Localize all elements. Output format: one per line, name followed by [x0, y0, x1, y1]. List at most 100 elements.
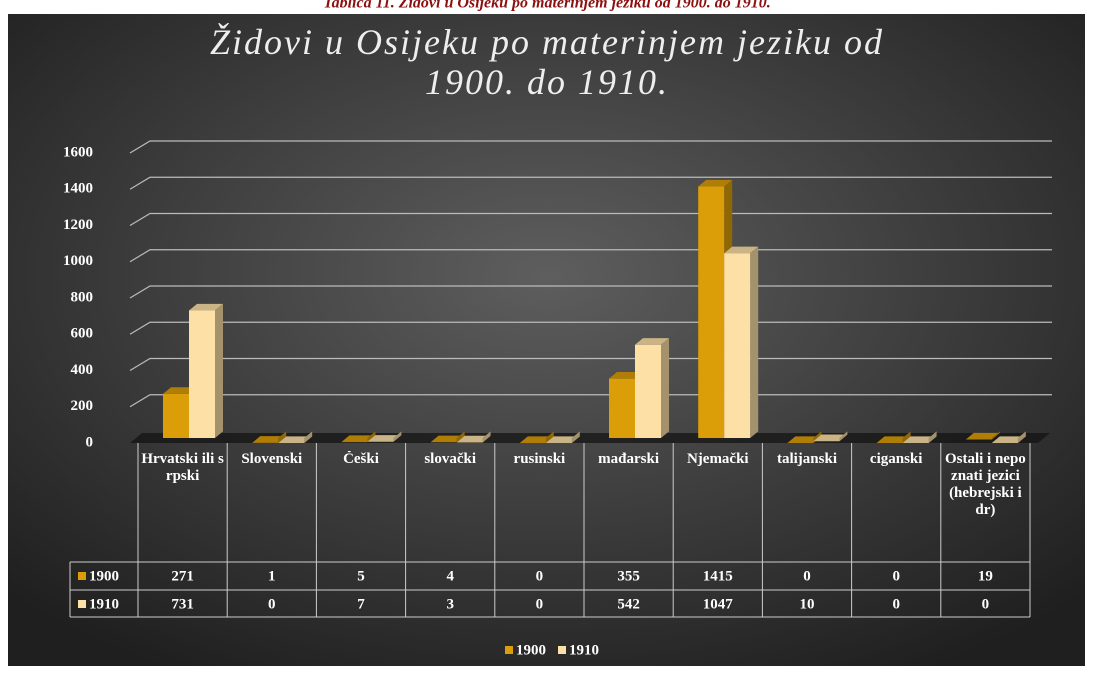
bar-top — [698, 179, 733, 187]
bar-side — [304, 431, 313, 443]
bar — [902, 431, 937, 443]
grid-line — [129, 176, 1052, 190]
table-value: 0 — [803, 568, 811, 584]
bar-top — [991, 436, 1026, 443]
table-value: 1415 — [703, 568, 733, 584]
category-label-box: rusinski — [514, 451, 566, 467]
y-tick-label: 800 — [71, 289, 94, 305]
category-label: Ostali i nepoznati jezici (hebrejski i d… — [944, 451, 1026, 518]
bar-front — [724, 253, 751, 438]
bar-side — [928, 431, 937, 443]
table-value: 0 — [536, 596, 544, 612]
y-tick-label: 400 — [71, 362, 94, 378]
bar — [876, 431, 911, 443]
y-tick-label: 0 — [86, 434, 94, 450]
legend-label: 1910 — [569, 642, 599, 658]
category-label: Češki — [343, 451, 379, 467]
chart-title-box: Židovi u Osijeku po materinjem jeziku od… — [210, 22, 884, 102]
bar-top — [456, 435, 491, 443]
bar-side — [367, 431, 376, 443]
bar-front — [163, 393, 189, 438]
bar — [189, 303, 223, 438]
category-label-box: Ostali i nepoznati jezici (hebrejski i d… — [944, 451, 1026, 518]
category-label-box: slovački — [424, 451, 477, 467]
category-label: ciganski — [869, 451, 923, 467]
bar — [341, 431, 376, 443]
y-tick-label: 200 — [71, 398, 94, 414]
bar-top — [902, 436, 937, 443]
bar-top — [367, 435, 402, 442]
category-label-box: Slovenski — [241, 451, 303, 467]
bar-top — [724, 246, 759, 254]
bar-side — [215, 303, 223, 438]
bar-top — [341, 435, 376, 443]
bar-top — [876, 436, 911, 443]
caption: Tablica 11. Židovi u Osijeku po materinj… — [323, 0, 770, 12]
bar — [367, 431, 402, 442]
bar — [430, 431, 465, 443]
bar — [545, 431, 580, 443]
bar-side — [482, 431, 491, 443]
bar-top — [965, 432, 1000, 440]
category-label-box: Češki — [343, 451, 379, 467]
table-value: 0 — [892, 568, 900, 584]
category-label: Njemački — [686, 451, 749, 467]
bar-front — [635, 344, 661, 438]
table-value: 0 — [268, 596, 276, 612]
category-label: mađarski — [598, 451, 660, 467]
bar-side — [839, 431, 848, 442]
table-value: 0 — [892, 596, 900, 612]
bar-side — [278, 431, 287, 443]
bar-side — [571, 431, 580, 443]
bar-top — [545, 436, 580, 443]
table-value: 7 — [357, 596, 365, 612]
legend-key — [558, 646, 566, 654]
bar-top — [635, 338, 669, 345]
bar-side — [902, 431, 911, 443]
category-label-box: talijanski — [777, 451, 837, 467]
bar — [519, 431, 554, 443]
table-value: 0 — [982, 596, 990, 612]
bar-side — [991, 431, 1000, 440]
series-label: 1900 — [89, 568, 119, 584]
bar — [965, 431, 1000, 440]
table-value: 355 — [617, 568, 640, 584]
grid-line — [129, 140, 1052, 154]
bar-top — [278, 436, 313, 443]
table-value: 1047 — [703, 596, 734, 612]
table-value: 1 — [268, 568, 276, 584]
table-value: 731 — [171, 596, 194, 612]
bar — [698, 179, 733, 439]
bar-top — [252, 436, 287, 443]
bar — [252, 431, 287, 443]
category-label-box: Njemački — [686, 451, 749, 467]
y-tick-label: 1600 — [63, 144, 93, 160]
bar-side — [1017, 431, 1026, 443]
category-label: slovački — [424, 451, 477, 467]
bar — [813, 431, 848, 442]
bar — [456, 431, 491, 443]
table-value: 5 — [357, 568, 365, 584]
bar-top — [519, 436, 554, 443]
table-value: 542 — [617, 596, 640, 612]
series-label: 1910 — [89, 596, 119, 612]
table-value: 19 — [978, 568, 993, 584]
bar-front — [698, 186, 725, 438]
y-tick-label: 600 — [71, 326, 94, 342]
category-label: Hrvatski ili srpski — [141, 451, 224, 484]
y-tick-label: 1400 — [63, 181, 93, 197]
table-value: 3 — [446, 596, 454, 612]
category-label-box: ciganski — [869, 451, 923, 467]
category-label-box: mađarski — [598, 451, 660, 467]
bar-top — [609, 371, 643, 379]
y-tick-label: 1000 — [63, 253, 93, 269]
category-label: Slovenski — [241, 451, 303, 467]
chart-area — [8, 14, 1085, 666]
bar-front — [189, 310, 215, 438]
bar — [635, 338, 669, 438]
bar-top — [430, 435, 465, 443]
legend-label: 1900 — [516, 642, 546, 658]
y-tick-label: 1200 — [63, 217, 93, 233]
chart-title: Židovi u Osijeku po materinjem jeziku od… — [210, 22, 884, 102]
